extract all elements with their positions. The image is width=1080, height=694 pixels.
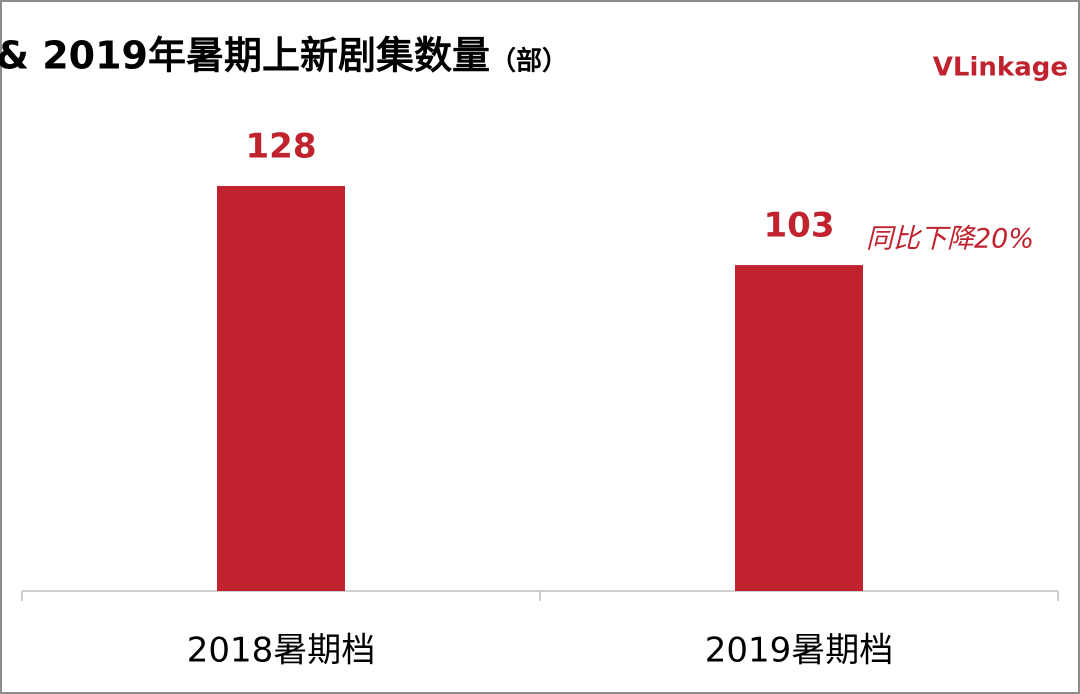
chart-title: 2018 & 2019年暑期上新剧集数量 xyxy=(0,34,490,78)
bar xyxy=(735,265,863,591)
annotation: 同比下降20% xyxy=(866,224,1034,255)
title-unit: （部） xyxy=(490,47,568,77)
logo: VLinkage xyxy=(933,53,1068,83)
value-label: 103 xyxy=(764,206,835,246)
value-label: 128 xyxy=(246,126,317,166)
x-tick-label: 2018暑期档 xyxy=(187,631,376,671)
x-tick-label: 2019暑期档 xyxy=(705,631,894,671)
bar xyxy=(217,185,345,591)
